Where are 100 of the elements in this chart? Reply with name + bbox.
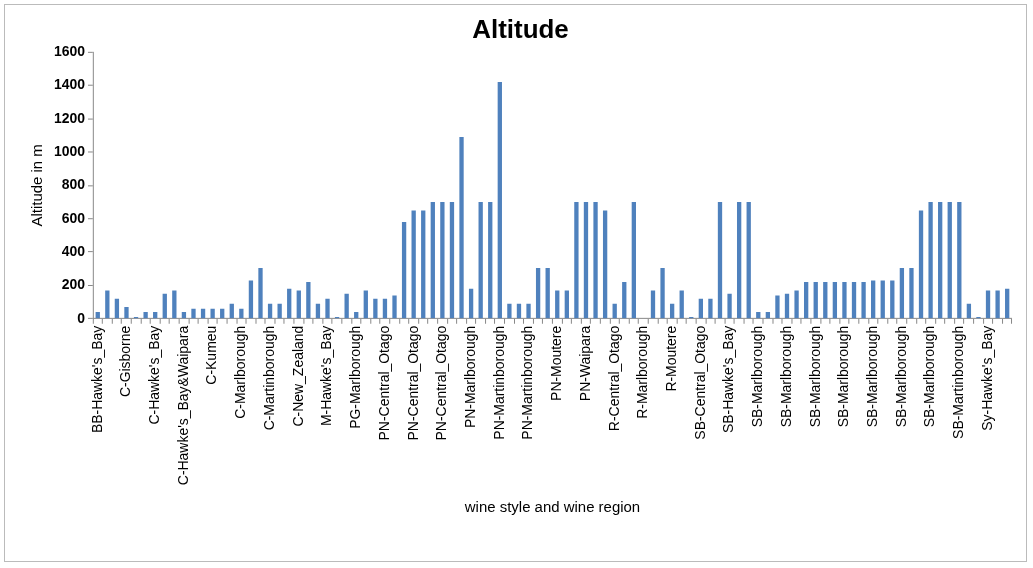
- x-tick-label: SB-Marlborough: [777, 325, 794, 428]
- bar: [631, 202, 636, 319]
- bar: [708, 298, 713, 319]
- y-tick-label: 400: [61, 242, 86, 259]
- x-tick-label: SB-Marlborough: [892, 325, 909, 428]
- bar: [813, 282, 818, 319]
- bar: [373, 298, 378, 319]
- bar: [564, 290, 569, 319]
- bar: [995, 290, 1000, 319]
- bar: [574, 202, 579, 319]
- bar: [363, 290, 368, 319]
- bar: [229, 303, 234, 319]
- bar: [861, 282, 866, 319]
- x-tick-label: C-Hawke's_Bay&Waipara: [174, 325, 191, 486]
- bar: [382, 298, 388, 319]
- bar: [717, 202, 723, 319]
- bar: [890, 280, 895, 319]
- bar: [918, 210, 924, 319]
- x-tick-label: SB-Marlborough: [921, 325, 938, 428]
- bar: [401, 222, 407, 319]
- bar: [267, 303, 273, 319]
- bar: [172, 290, 177, 319]
- x-tick-label: PN-Central_Otago: [433, 325, 450, 441]
- y-axis-title: Altitude in m: [28, 144, 46, 227]
- bar: [287, 288, 292, 319]
- bar: [210, 308, 215, 319]
- y-tick-label: 600: [61, 209, 86, 226]
- bar: [622, 282, 627, 319]
- bar: [507, 303, 512, 319]
- bar: [928, 202, 933, 319]
- bar: [143, 312, 148, 319]
- x-tick-label: SB-Marlborough: [749, 325, 766, 428]
- y-tick-label: 1200: [53, 109, 86, 126]
- bar: [794, 290, 799, 319]
- x-tick-label: R-Central_Otago: [605, 325, 622, 432]
- x-tick-label: Sy-Hawke's_Bay: [978, 325, 995, 431]
- x-tick-label: PN-Martinborough: [519, 325, 536, 440]
- bar: [478, 202, 483, 319]
- bar: [468, 288, 474, 319]
- bar: [985, 290, 991, 319]
- bar: [535, 267, 541, 319]
- bar: [612, 303, 617, 319]
- x-tick-label: PN-Marlborough: [461, 325, 478, 429]
- bar: [306, 282, 311, 319]
- y-tick-label: 800: [61, 176, 86, 193]
- x-tick-label: C-Kumeu: [203, 325, 220, 385]
- bar: [851, 282, 857, 319]
- x-tick-label: SB-Marlborough: [806, 325, 823, 428]
- bar: [488, 202, 493, 319]
- bar: [871, 280, 876, 319]
- x-tick-label: PN-Martinborough: [490, 325, 507, 440]
- bar: [832, 282, 838, 319]
- bar: [966, 303, 972, 319]
- x-tick-label: PG-Marlborough: [347, 325, 364, 429]
- x-tick-label: C-New_Zealand: [289, 325, 306, 427]
- bar: [421, 210, 426, 319]
- bar: [258, 267, 263, 319]
- bar: [449, 202, 455, 319]
- x-axis-title: wine style and wine region: [463, 498, 641, 516]
- chart-title: Altitude: [472, 14, 569, 43]
- bar: [938, 202, 943, 319]
- bar: [248, 280, 254, 319]
- y-tick-label: 200: [61, 276, 86, 293]
- x-tick-label: SB-Marlborough: [835, 325, 852, 428]
- bar: [746, 202, 751, 319]
- x-tick-label: C-Gisborne: [117, 325, 134, 398]
- bar: [775, 295, 780, 319]
- x-tick-label: R-Moutere: [662, 325, 679, 392]
- bar: [660, 267, 665, 319]
- bar: [555, 290, 560, 319]
- x-tick-label: SB-Central_Otago: [691, 325, 708, 440]
- bar: [727, 293, 732, 319]
- bar: [239, 308, 244, 319]
- x-tick-label: SB-Marlborough: [864, 325, 881, 428]
- bar: [459, 137, 464, 319]
- bar: [124, 307, 129, 319]
- bar: [277, 303, 282, 319]
- bar: [679, 290, 684, 319]
- bar: [823, 282, 828, 319]
- bar: [593, 202, 598, 319]
- bar: [526, 303, 531, 319]
- bar: [315, 303, 321, 319]
- bar: [899, 267, 905, 319]
- bar: [650, 290, 656, 319]
- x-tick-label: PN-Central_Otago: [375, 325, 392, 441]
- bar: [545, 267, 550, 319]
- bar: [105, 290, 110, 319]
- x-tick-label: SB-Hawke's_Bay: [720, 325, 737, 434]
- bar: [392, 295, 397, 319]
- bar: [957, 202, 962, 319]
- bar: [497, 82, 502, 319]
- bar: [947, 202, 952, 319]
- bar: [736, 202, 742, 319]
- y-tick-label: 1600: [53, 42, 86, 59]
- bar: [804, 282, 809, 319]
- x-tick-label: PN-Moutere: [548, 325, 565, 401]
- x-tick-label: SB-Martinborough: [950, 325, 967, 439]
- bar: [430, 202, 435, 319]
- x-tick-label: C-Hawke's_Bay: [146, 325, 163, 425]
- bar: [602, 210, 608, 319]
